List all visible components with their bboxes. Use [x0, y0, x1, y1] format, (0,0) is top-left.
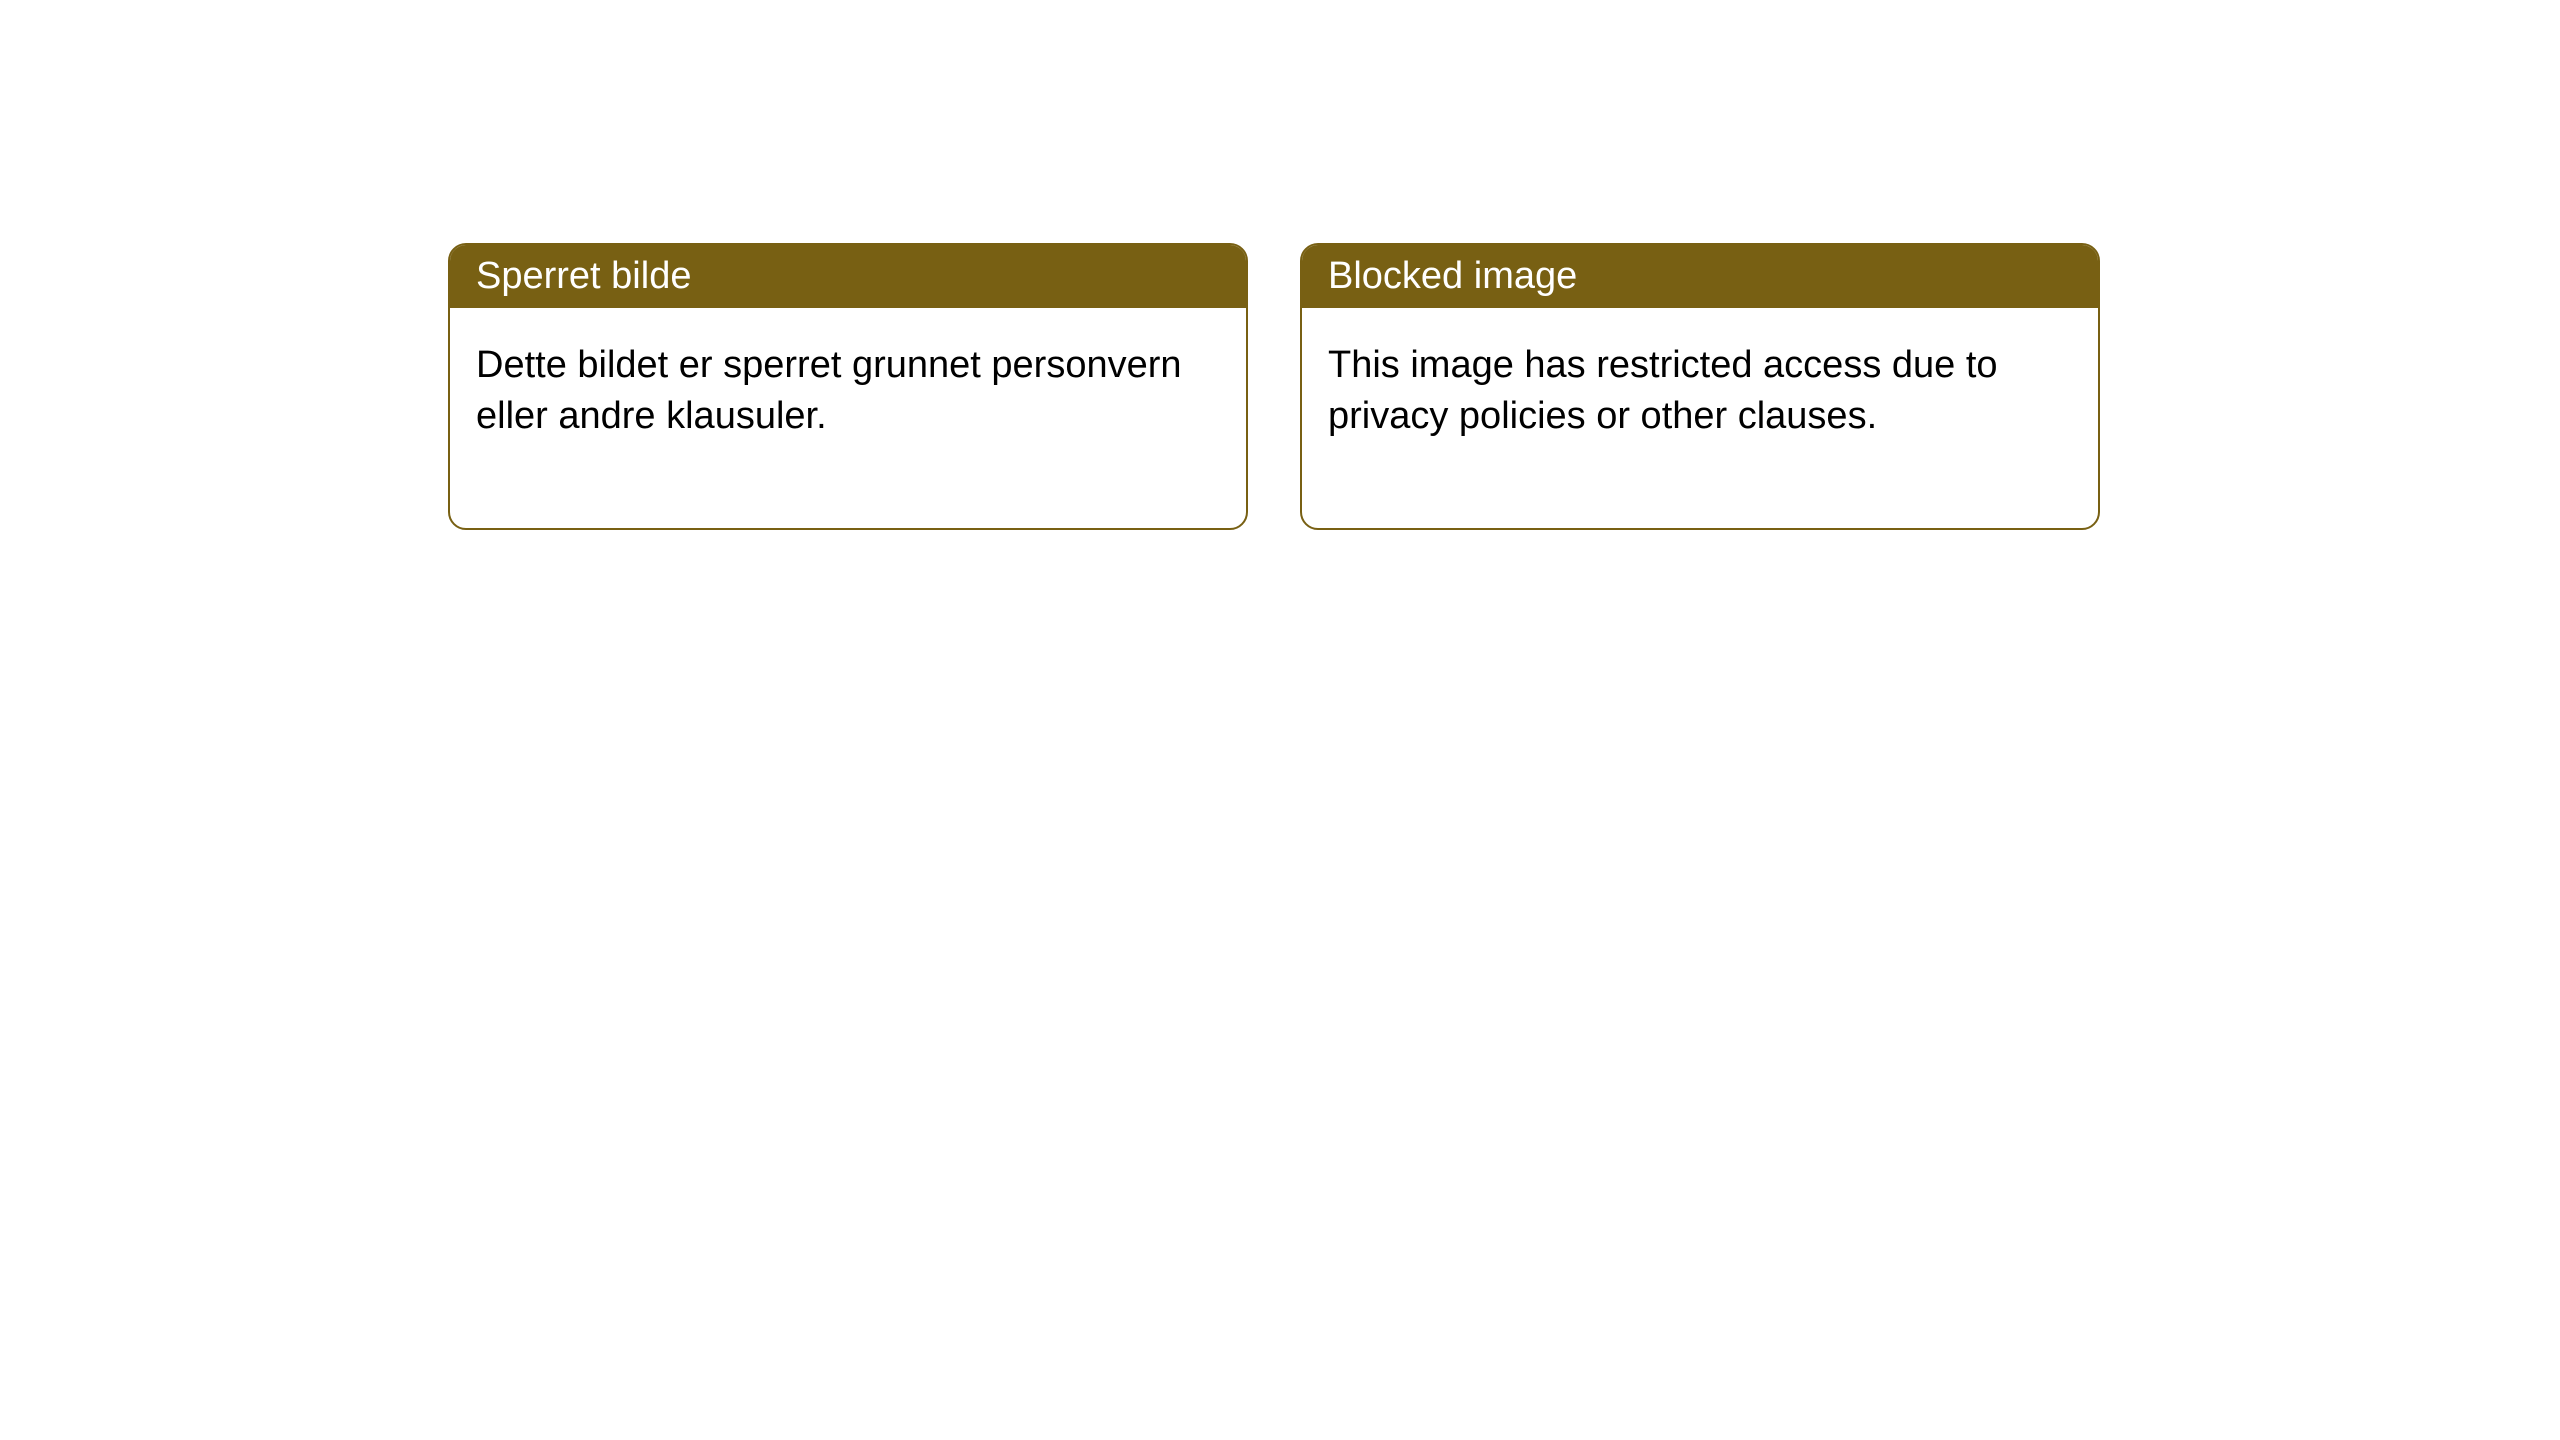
notice-card-norwegian: Sperret bilde Dette bildet er sperret gr… [448, 243, 1248, 530]
notice-container: Sperret bilde Dette bildet er sperret gr… [0, 0, 2560, 530]
notice-card-title: Sperret bilde [450, 245, 1246, 308]
notice-card-body: This image has restricted access due to … [1302, 308, 2098, 528]
notice-card-body: Dette bildet er sperret grunnet personve… [450, 308, 1246, 528]
notice-card-title: Blocked image [1302, 245, 2098, 308]
notice-card-english: Blocked image This image has restricted … [1300, 243, 2100, 530]
